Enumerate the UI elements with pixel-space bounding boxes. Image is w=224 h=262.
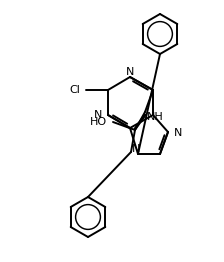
Text: N: N [126,67,134,77]
Text: Cl: Cl [69,85,80,95]
Text: NH: NH [147,112,164,122]
Text: N: N [94,110,102,120]
Text: N: N [132,144,140,154]
Text: HO: HO [90,117,107,127]
Text: N: N [174,128,182,138]
